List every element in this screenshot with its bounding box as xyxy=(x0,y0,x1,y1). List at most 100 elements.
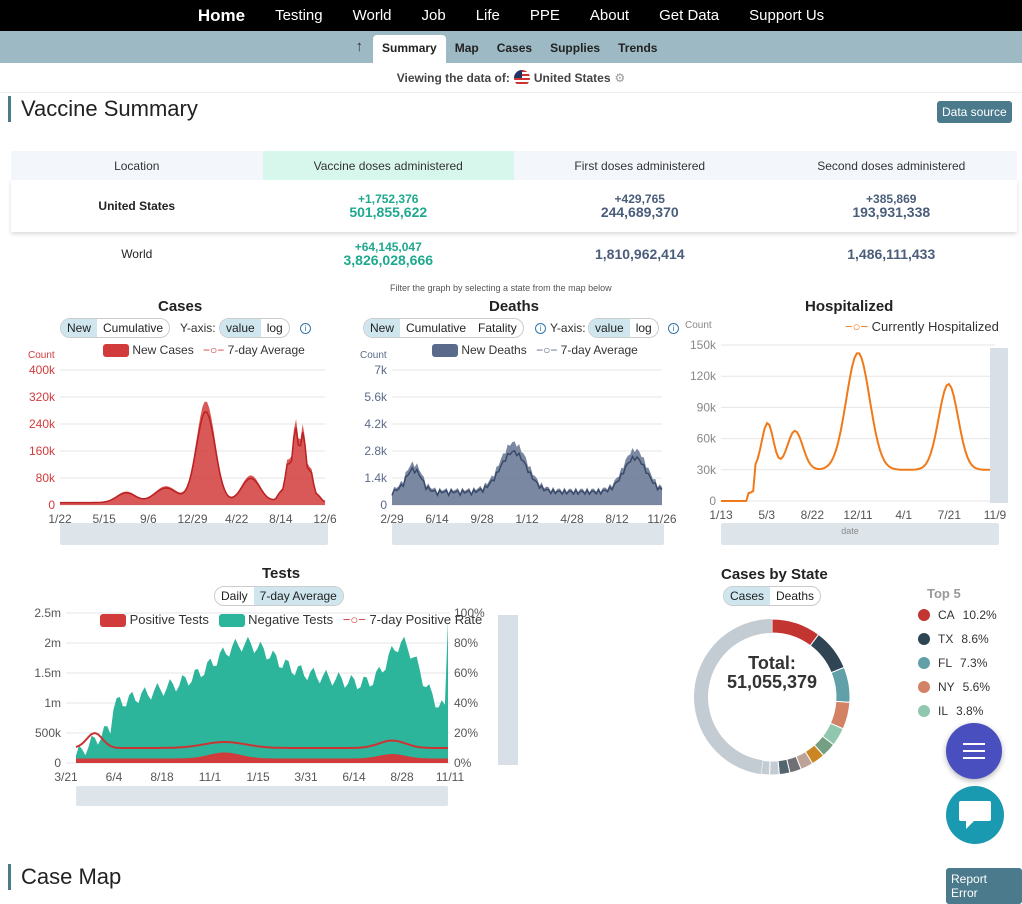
tests-ytick: 1.5m xyxy=(34,666,61,680)
tab-cases[interactable]: Cases xyxy=(496,41,533,55)
nav-testing[interactable]: Testing xyxy=(275,7,323,24)
top5-item[interactable]: FL 7.3% xyxy=(918,656,987,670)
deaths-value-option[interactable]: value xyxy=(589,319,630,337)
report-error-button[interactable]: Report Error xyxy=(946,868,1022,904)
deaths-xtick: 1/12 xyxy=(515,512,539,526)
count-label: Count xyxy=(685,320,712,331)
header-location[interactable]: Location xyxy=(11,151,263,180)
deaths-fatality-option[interactable]: Fatality xyxy=(478,321,517,335)
cases-scale-toggle: value log xyxy=(219,318,290,338)
viewing-label: Viewing the data of: xyxy=(396,70,510,85)
state-cases-option[interactable]: Cases xyxy=(724,587,771,605)
header-vaccine-doses[interactable]: Vaccine doses administered xyxy=(262,151,514,180)
legend-7day[interactable]: 7-day Average xyxy=(227,343,305,357)
info-icon[interactable]: i xyxy=(668,323,679,334)
donut-slice[interactable] xyxy=(830,666,851,703)
cases-new-option[interactable]: New xyxy=(61,319,98,337)
gear-icon[interactable]: ⚙ xyxy=(614,70,626,85)
first-value: 244,689,370 xyxy=(600,204,679,220)
location-name: United States xyxy=(98,198,176,213)
info-icon[interactable]: i xyxy=(300,323,311,334)
cases-log-option[interactable]: log xyxy=(266,321,283,335)
legend-positive-rate[interactable]: 7-day Positive Rate xyxy=(369,612,483,627)
nav-home[interactable]: Home xyxy=(197,5,246,25)
dot-icon xyxy=(918,657,930,669)
donut-slice-rest[interactable] xyxy=(693,619,772,775)
deaths-new-option[interactable]: New xyxy=(364,319,401,337)
tests-zoom-slider[interactable] xyxy=(76,786,448,806)
legend-new-deaths[interactable]: New Deaths xyxy=(461,343,527,357)
nav-world[interactable]: World xyxy=(352,7,392,24)
hosp-xtick: 7/21 xyxy=(938,508,962,522)
header-first-doses[interactable]: First doses administered xyxy=(514,151,766,180)
legend-new-cases[interactable]: New Cases xyxy=(132,343,194,357)
legend-7day[interactable]: 7-day Average xyxy=(560,343,638,357)
cases-ytick: 240k xyxy=(29,417,56,431)
tab-summary[interactable]: Summary xyxy=(373,35,446,63)
deaths-cumulative-option[interactable]: Cumulative xyxy=(406,321,467,335)
cases-ytick: 80k xyxy=(36,471,56,485)
tests-ytick2: 60% xyxy=(454,666,478,680)
hosp-zoom-slider-v[interactable] xyxy=(990,348,1008,503)
viewing-country[interactable]: United States xyxy=(533,70,611,85)
state-donut[interactable]: Total: 51,055,379 xyxy=(690,615,855,780)
state-deaths-option[interactable]: Deaths xyxy=(776,589,815,603)
cases-xtick: 5/15 xyxy=(92,512,116,526)
nav-job[interactable]: Job xyxy=(421,7,446,24)
tests-xtick: 11/1 xyxy=(199,770,222,784)
top5-item[interactable]: NY 5.6% xyxy=(918,680,990,694)
hosp-xtick: 1/13 xyxy=(709,508,733,522)
tests-zoom-slider-v[interactable] xyxy=(498,615,518,765)
deaths-scale-toggle: value log xyxy=(588,318,659,338)
hosp-ytick: 120k xyxy=(690,369,717,383)
nav-ppe[interactable]: PPE xyxy=(529,7,560,24)
donut-slices xyxy=(693,618,851,776)
deaths-zoom-slider[interactable] xyxy=(392,523,664,545)
tab-trends[interactable]: Trends xyxy=(618,41,658,55)
tests-xtick: 11/11 xyxy=(436,770,465,784)
tests-ytick: 2.5m xyxy=(34,606,61,620)
cases-zoom-slider[interactable] xyxy=(60,523,328,545)
tests-7day-option[interactable]: 7-day Average xyxy=(253,587,343,605)
top5-item[interactable]: TX 8.6% xyxy=(918,632,989,646)
hosp-zoom-slider[interactable] xyxy=(721,523,999,545)
tests-chart[interactable]: 2.5m 2m 1.5m 1m 500k 03/21 6/4 8/18 11/1 1/15 3/31… xyxy=(10,600,525,810)
info-icon[interactable]: i xyxy=(535,323,546,334)
legend-negative-tests[interactable]: Negative Tests xyxy=(248,612,334,627)
menu-button[interactable] xyxy=(946,723,1002,779)
deaths-log-option[interactable]: log xyxy=(635,321,652,335)
header-second-doses[interactable]: Second doses administered xyxy=(765,151,1017,180)
hosp-legend: −○− Currently Hospitalized xyxy=(845,319,999,334)
nav-support-us[interactable]: Support Us xyxy=(749,7,825,24)
deaths-chart[interactable]: Count 7k 5.6k 4.2k 2.8k 1.4k 02/29 6/14 9/28 1/1… xyxy=(340,345,680,550)
state-pct: 8.6% xyxy=(961,632,989,646)
tests-ytick: 500k xyxy=(35,726,62,740)
tab-map[interactable]: Map xyxy=(454,41,479,55)
top5-item[interactable]: CA 10.2% xyxy=(918,608,997,622)
deaths-xtick: 11/26 xyxy=(647,512,676,526)
hosp-chart[interactable]: Count 150k 120k 90k 60k 30k 01/13 5/3 8/22 12/11… xyxy=(680,315,1020,550)
nav-about[interactable]: About xyxy=(589,7,630,24)
donut-slice[interactable] xyxy=(769,760,780,776)
deaths-yaxis-label: Y-axis: xyxy=(550,321,586,335)
nav-life[interactable]: Life xyxy=(475,7,500,24)
first-value: 1,810,962,414 xyxy=(594,245,685,262)
state-code: FL xyxy=(938,656,953,670)
state-code: IL xyxy=(938,704,949,718)
nav-get-data[interactable]: Get Data xyxy=(659,7,720,24)
cases-cumulative-option[interactable]: Cumulative xyxy=(103,321,164,335)
legend-currently-hospitalized[interactable]: Currently Hospitalized xyxy=(871,319,999,334)
donut-slice[interactable] xyxy=(771,618,820,647)
chat-button[interactable] xyxy=(946,786,1004,844)
arrow-up-icon[interactable]: ↑ xyxy=(355,38,364,55)
donut-slice[interactable] xyxy=(760,759,771,776)
legend-positive-tests[interactable]: Positive Tests xyxy=(129,612,209,627)
tab-supplies[interactable]: Supplies xyxy=(550,41,601,55)
cases-value-option[interactable]: value xyxy=(220,319,261,337)
row-second: +385,869 193,931,338 xyxy=(766,180,1018,232)
data-source-button[interactable]: Data source xyxy=(937,101,1012,123)
top5-item[interactable]: IL 3.8% xyxy=(918,704,983,718)
donut-slice[interactable] xyxy=(809,633,845,674)
tests-daily-option[interactable]: Daily xyxy=(221,589,248,603)
cases-chart[interactable]: Count 400k 320k 240k 160k 80k 01/22 5/15 9/6 12/… xyxy=(10,345,340,550)
